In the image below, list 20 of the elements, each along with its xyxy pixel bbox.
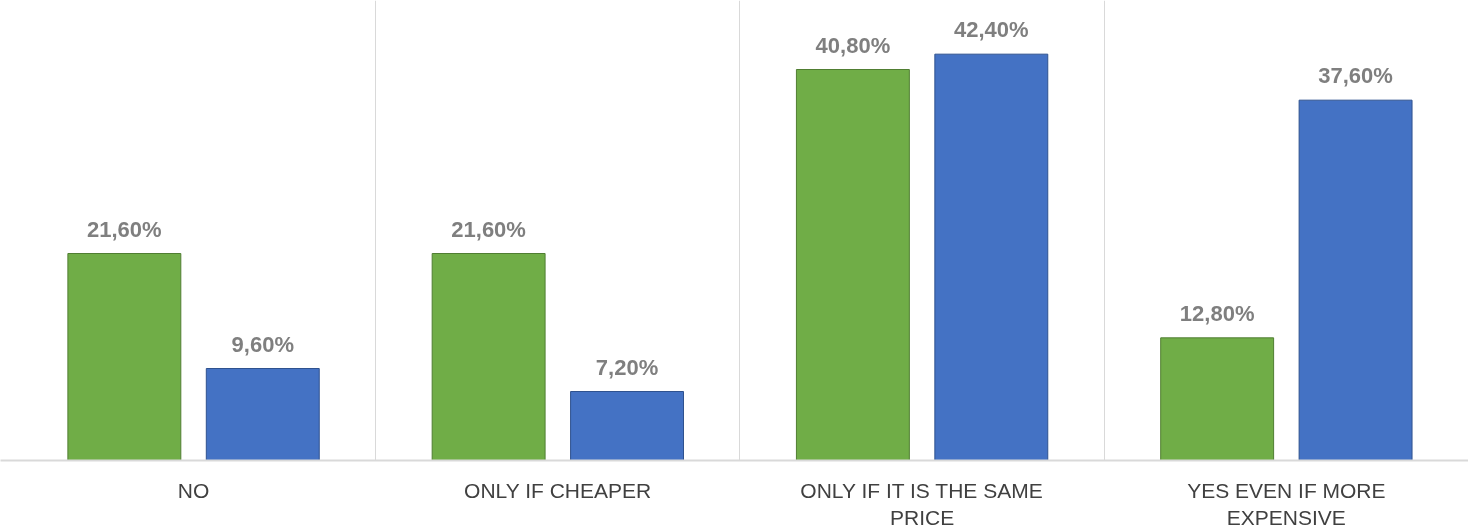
data-label: 42,40% — [954, 17, 1029, 43]
x-tick-label: ONLY IF IT IS THE SAME PRICE — [800, 478, 1043, 530]
data-label: 12,80% — [1179, 300, 1255, 326]
bar — [205, 368, 320, 461]
x-tick-label: NO — [177, 478, 210, 502]
bar — [1298, 99, 1413, 461]
bar — [570, 391, 684, 461]
bar — [795, 69, 910, 461]
x-tick-label: YES EVEN IF MORE EXPENSIVE — [1187, 478, 1386, 530]
data-label: 9,60% — [231, 331, 294, 357]
x-tick-label: ONLY IF CHEAPER — [464, 478, 652, 502]
bar — [67, 253, 182, 461]
data-label: 21,60% — [451, 216, 526, 242]
data-label: 37,60% — [1318, 63, 1393, 89]
data-label: 21,60% — [87, 216, 162, 242]
data-label: 40,80% — [815, 32, 891, 58]
data-label: 7,20% — [595, 354, 659, 380]
bar — [431, 253, 546, 461]
bar — [934, 53, 1049, 461]
bar — [1160, 337, 1275, 461]
